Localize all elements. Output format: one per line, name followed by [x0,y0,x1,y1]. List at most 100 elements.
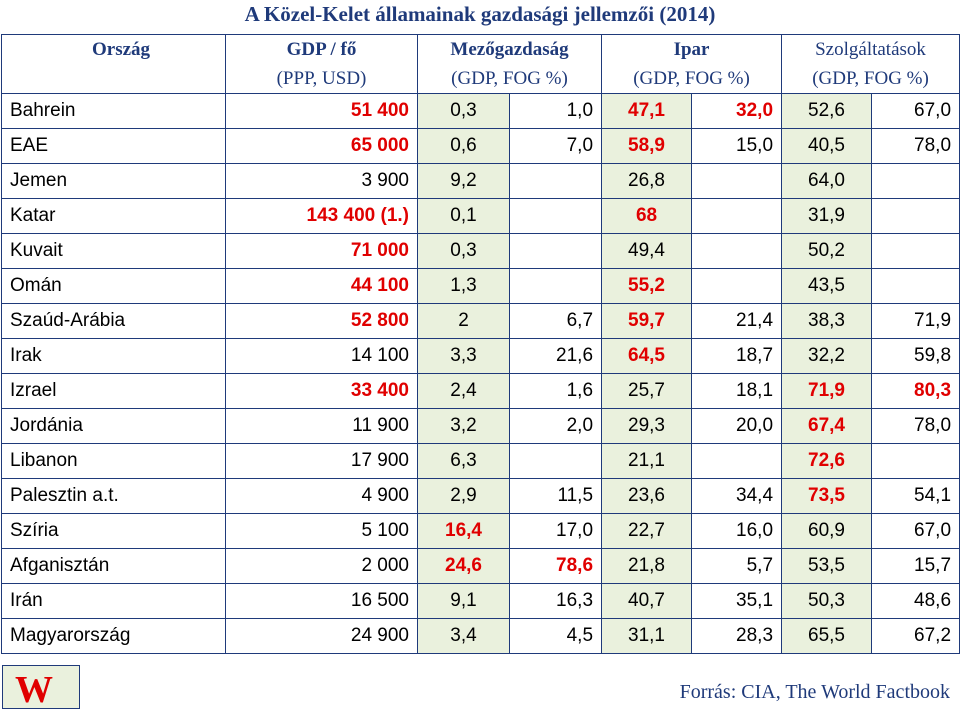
industry-share-cell: 40,7 [601,583,693,619]
industry-share-cell: 31,1 [601,618,693,654]
agri-share-cell: 0,1 [417,198,510,234]
agri-share-cell: 2 [417,303,510,339]
services-share-cell: 50,3 [781,583,873,619]
table-row: Afganisztán 2 000 24,6 78,6 21,8 5,7 53,5 15,7 [1,548,960,584]
country-cell: Jemen [1,163,226,199]
table-row: Palesztin a.t. 4 900 2,9 11,5 23,6 34,4 73,5 54… [1,478,960,514]
services-employ-cell [871,233,960,269]
industry-share-cell: 55,2 [601,268,693,304]
gdp-cell: 17 900 [225,443,418,479]
gdp-cell: 3 900 [225,163,418,199]
industry-share-cell: 64,5 [601,338,693,374]
industry-share-cell: 22,7 [601,513,693,549]
agri-share-cell: 1,3 [417,268,510,304]
gdp-cell: 5 100 [225,513,418,549]
services-share-cell: 60,9 [781,513,873,549]
table-row: Irán 16 500 9,1 16,3 40,7 35,1 50,3 48,6 [1,583,960,619]
industry-employ-cell [691,268,783,304]
logo-letter: W [15,669,53,711]
country-cell: Katar [1,198,226,234]
header-agriculture-unit: (GDP, FOG %) [416,64,603,94]
page-title: A Közel-Kelet államainak gazdasági jelle… [244,2,716,26]
industry-employ-cell [691,443,783,479]
agri-share-cell: 24,6 [417,548,510,584]
services-share-cell: 73,5 [781,478,873,514]
gdp-cell: 143 400 (1.) [225,198,418,234]
gdp-cell: 2 000 [225,548,418,584]
table-row: Irak 14 100 3,3 21,6 64,5 18,7 32,2 59,8 [1,338,960,374]
services-share-cell: 38,3 [781,303,873,339]
services-share-cell: 50,2 [781,233,873,269]
services-employ-cell [871,443,960,479]
industry-employ-cell: 18,7 [691,338,783,374]
services-share-cell: 64,0 [781,163,873,199]
industry-employ-cell [691,163,783,199]
header-row-units: (PPP, USD) (GDP, FOG %) (GDP, FOG %) (GD… [1,64,960,94]
gdp-cell: 51 400 [225,93,418,129]
industry-employ-cell: 20,0 [691,408,783,444]
country-cell: Irán [1,583,226,619]
agri-employ-cell: 16,3 [508,583,603,619]
agri-share-cell: 6,3 [417,443,510,479]
gdp-cell: 52 800 [225,303,418,339]
services-share-cell: 71,9 [781,373,873,409]
industry-employ-cell: 15,0 [691,128,783,164]
services-employ-cell [871,198,960,234]
industry-employ-cell: 21,4 [691,303,783,339]
gdp-cell: 24 900 [225,618,418,654]
agri-share-cell: 3,3 [417,338,510,374]
industry-share-cell: 25,7 [601,373,693,409]
industry-employ-cell: 5,7 [691,548,783,584]
country-cell: Omán [1,268,226,304]
gdp-cell: 44 100 [225,268,418,304]
header-services-unit: (GDP, FOG %) [781,64,960,94]
industry-share-cell: 29,3 [601,408,693,444]
w-logo: W [2,665,80,711]
services-share-cell: 52,6 [781,93,873,129]
table-row: Izrael 33 400 2,4 1,6 25,7 18,1 71,9 80,3 [1,373,960,409]
agri-employ-cell: 7,0 [508,128,603,164]
agri-share-cell: 2,4 [417,373,510,409]
industry-employ-cell [691,198,783,234]
agri-employ-cell: 2,0 [508,408,603,444]
table-row: Libanon 17 900 6,3 21,1 72,6 [1,443,960,479]
industry-share-cell: 59,7 [601,303,693,339]
agri-share-cell: 3,2 [417,408,510,444]
agri-employ-cell [508,233,603,269]
header-gdp-unit: (PPP, USD) [225,64,418,94]
gdp-cell: 4 900 [225,478,418,514]
country-cell: Izrael [1,373,226,409]
header-gdp: GDP / fő [225,34,418,64]
industry-share-cell: 21,8 [601,548,693,584]
source-caption: Forrás: CIA, The World Factbook [679,681,950,703]
country-cell: Bahrein [1,93,226,129]
agri-employ-cell: 11,5 [508,478,603,514]
agri-employ-cell: 21,6 [508,338,603,374]
gdp-cell: 14 100 [225,338,418,374]
table-row: Omán 44 100 1,3 55,2 43,5 [1,268,960,304]
table-row: Jemen 3 900 9,2 26,8 64,0 [1,163,960,199]
country-cell: Palesztin a.t. [1,478,226,514]
agri-share-cell: 16,4 [417,513,510,549]
country-cell: Szíria [1,513,226,549]
services-employ-cell: 59,8 [871,338,960,374]
services-employ-cell: 15,7 [871,548,960,584]
country-cell: EAE [1,128,226,164]
agri-share-cell: 0,3 [417,93,510,129]
gdp-cell: 33 400 [225,373,418,409]
gdp-cell: 65 000 [225,128,418,164]
services-share-cell: 53,5 [781,548,873,584]
agri-employ-cell: 17,0 [508,513,603,549]
agri-share-cell: 9,2 [417,163,510,199]
agri-employ-cell: 1,6 [508,373,603,409]
header-industry-unit: (GDP, FOG %) [601,64,783,94]
services-employ-cell: 67,0 [871,513,960,549]
services-employ-cell: 71,9 [871,303,960,339]
economic-data-table: Ország GDP / fő Mezőgazdaság Ipar Szolgá… [1,34,960,654]
industry-employ-cell: 16,0 [691,513,783,549]
header-country: Ország [1,34,226,64]
industry-share-cell: 23,6 [601,478,693,514]
services-employ-cell [871,268,960,304]
country-cell: Afganisztán [1,548,226,584]
table-row: Szaúd-Arábia 52 800 2 6,7 59,7 21,4 38,3 71,9 [1,303,960,339]
